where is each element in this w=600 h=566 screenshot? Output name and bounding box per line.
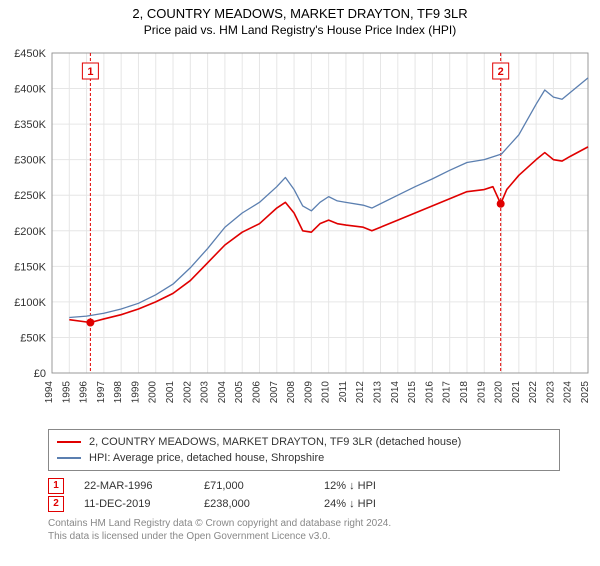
svg-text:2020: 2020 xyxy=(494,381,505,404)
svg-text:2008: 2008 xyxy=(286,381,297,404)
svg-text:2010: 2010 xyxy=(321,381,332,404)
legend-label: HPI: Average price, detached house, Shro… xyxy=(89,450,324,466)
svg-text:£0: £0 xyxy=(34,368,46,380)
svg-text:2022: 2022 xyxy=(528,381,539,404)
svg-text:£150K: £150K xyxy=(14,261,46,273)
svg-text:2011: 2011 xyxy=(338,381,349,403)
event-row: 1 22-MAR-1996 £71,000 12% ↓ HPI xyxy=(48,477,560,495)
svg-text:2015: 2015 xyxy=(407,381,418,404)
chart-subtitle: Price paid vs. HM Land Registry's House … xyxy=(0,23,600,37)
legend: 2, COUNTRY MEADOWS, MARKET DRAYTON, TF9 … xyxy=(48,429,560,471)
svg-text:1996: 1996 xyxy=(79,381,90,404)
svg-text:2012: 2012 xyxy=(355,381,366,404)
svg-text:£100K: £100K xyxy=(14,297,46,309)
event-marker-icon: 1 xyxy=(48,478,64,494)
footer-line: This data is licensed under the Open Gov… xyxy=(48,530,560,543)
svg-text:1999: 1999 xyxy=(130,381,141,404)
legend-item: HPI: Average price, detached house, Shro… xyxy=(57,450,551,466)
footer-attribution: Contains HM Land Registry data © Crown c… xyxy=(48,517,560,543)
event-marker-icon: 2 xyxy=(48,496,64,512)
svg-text:2002: 2002 xyxy=(182,381,193,404)
svg-text:2013: 2013 xyxy=(373,381,384,404)
chart-container: 2, COUNTRY MEADOWS, MARKET DRAYTON, TF9 … xyxy=(0,6,600,566)
svg-text:2025: 2025 xyxy=(580,381,591,404)
svg-text:2018: 2018 xyxy=(459,381,470,404)
line-chart-svg: £0 £50K £100K £150K £200K £250K £300K £350K £400… xyxy=(0,43,600,423)
event-table: 1 22-MAR-1996 £71,000 12% ↓ HPI 2 11-DEC… xyxy=(48,477,560,513)
svg-text:2003: 2003 xyxy=(200,381,211,404)
event-date: 11-DEC-2019 xyxy=(84,495,184,513)
svg-text:1994: 1994 xyxy=(44,381,55,404)
svg-text:2007: 2007 xyxy=(269,381,280,404)
svg-text:£450K: £450K xyxy=(14,48,46,60)
svg-text:2001: 2001 xyxy=(165,381,176,404)
svg-text:£300K: £300K xyxy=(14,155,46,167)
svg-text:1: 1 xyxy=(87,66,93,78)
svg-text:2006: 2006 xyxy=(251,381,262,404)
event-row: 2 11-DEC-2019 £238,000 24% ↓ HPI xyxy=(48,495,560,513)
svg-text:1997: 1997 xyxy=(96,381,107,404)
svg-text:2009: 2009 xyxy=(303,381,314,404)
svg-text:2024: 2024 xyxy=(563,381,574,404)
legend-label: 2, COUNTRY MEADOWS, MARKET DRAYTON, TF9 … xyxy=(89,434,461,450)
svg-text:2000: 2000 xyxy=(148,381,159,404)
svg-text:£50K: £50K xyxy=(20,332,46,344)
svg-text:2016: 2016 xyxy=(424,381,435,404)
svg-text:1998: 1998 xyxy=(113,381,124,404)
svg-text:£200K: £200K xyxy=(14,226,46,238)
event-delta: 24% ↓ HPI xyxy=(324,495,424,513)
legend-swatch xyxy=(57,441,81,443)
footer-line: Contains HM Land Registry data © Crown c… xyxy=(48,517,560,530)
event-date: 22-MAR-1996 xyxy=(84,477,184,495)
legend-swatch xyxy=(57,457,81,459)
event-price: £238,000 xyxy=(204,495,304,513)
svg-text:£400K: £400K xyxy=(14,84,46,96)
svg-text:2019: 2019 xyxy=(476,381,487,404)
svg-text:2004: 2004 xyxy=(217,381,228,404)
svg-text:£250K: £250K xyxy=(14,190,46,202)
svg-text:2: 2 xyxy=(498,66,504,78)
event-delta: 12% ↓ HPI xyxy=(324,477,424,495)
svg-text:£350K: £350K xyxy=(14,119,46,131)
svg-text:2005: 2005 xyxy=(234,381,245,404)
svg-text:2023: 2023 xyxy=(545,381,556,404)
chart-title: 2, COUNTRY MEADOWS, MARKET DRAYTON, TF9 … xyxy=(0,6,600,21)
svg-text:2017: 2017 xyxy=(442,381,453,404)
svg-text:1995: 1995 xyxy=(61,381,72,404)
svg-text:2014: 2014 xyxy=(390,381,401,404)
svg-text:2021: 2021 xyxy=(511,381,522,404)
event-price: £71,000 xyxy=(204,477,304,495)
chart-plot-area: £0 £50K £100K £150K £200K £250K £300K £350K £400… xyxy=(0,43,600,423)
legend-item: 2, COUNTRY MEADOWS, MARKET DRAYTON, TF9 … xyxy=(57,434,551,450)
